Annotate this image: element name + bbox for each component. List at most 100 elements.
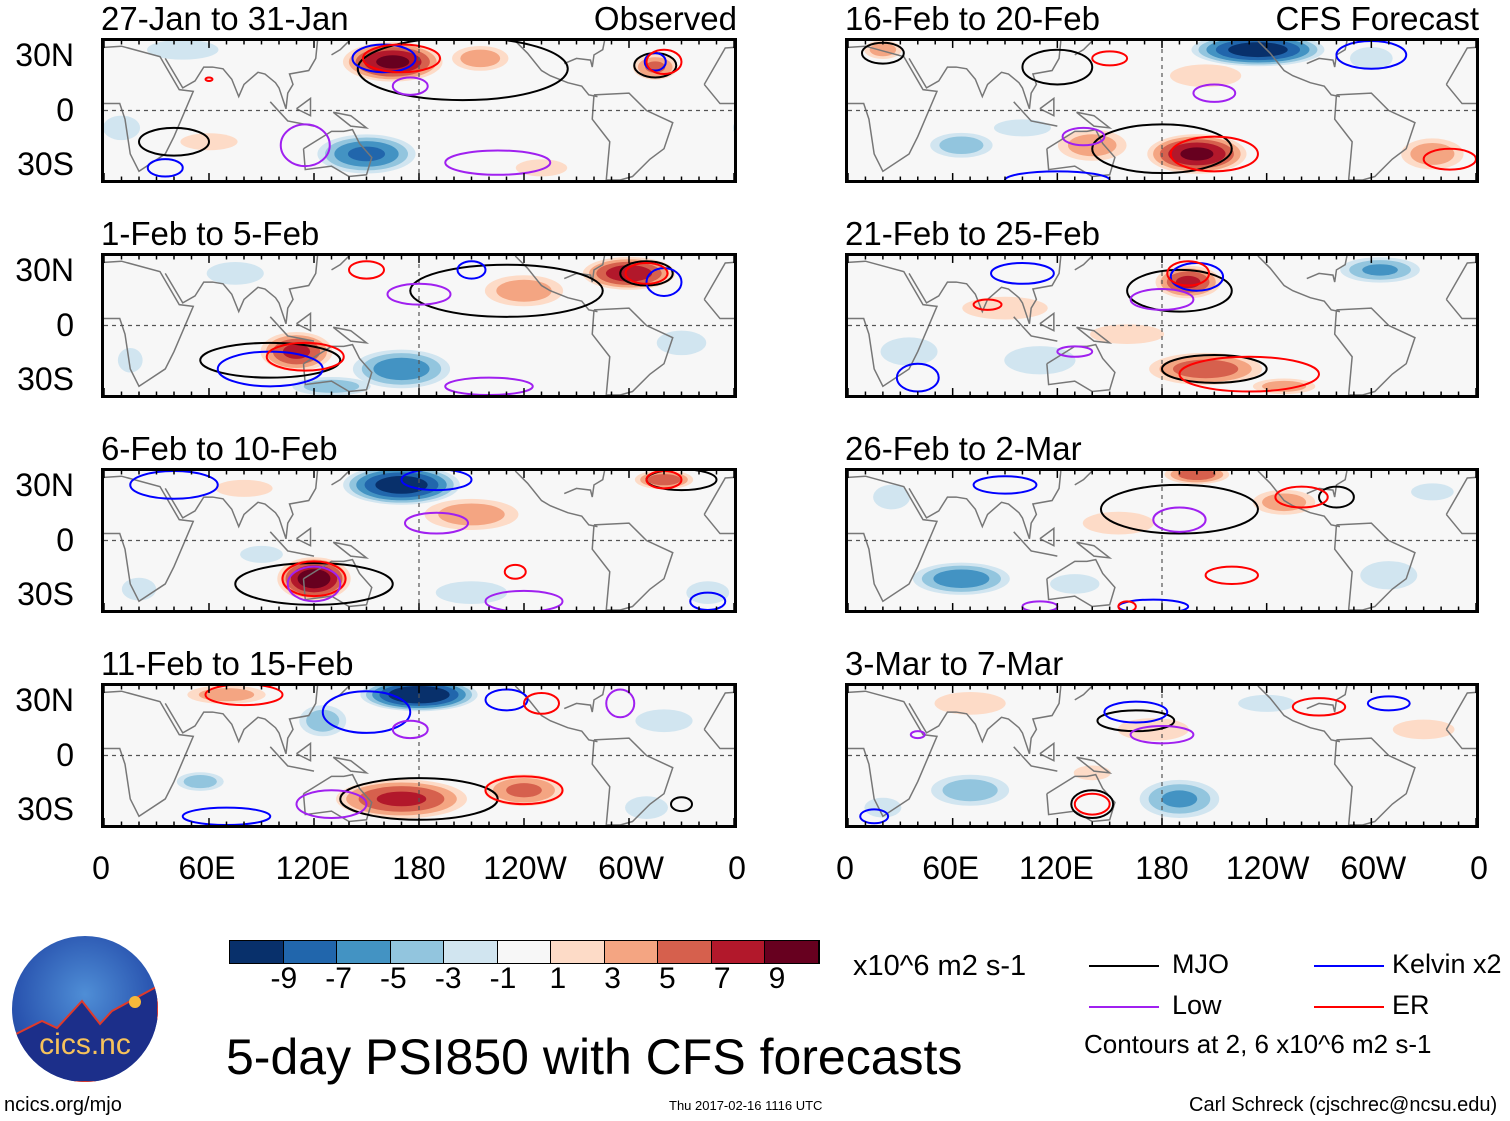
- contour-er: [626, 263, 668, 284]
- map-panel: [101, 38, 737, 183]
- contour-kelvin: [1005, 171, 1110, 180]
- coastline: [1307, 256, 1347, 282]
- panel-title: 11-Feb to 15-Feb: [101, 645, 354, 682]
- colorbar-tick-label: 7: [713, 962, 731, 995]
- anomaly-field: [880, 257, 1420, 395]
- anomaly-shade: [104, 115, 141, 141]
- lon-label: 0: [728, 850, 746, 886]
- anomaly-shade: [460, 49, 501, 68]
- map-panel: [845, 38, 1479, 183]
- lat-label: 0: [56, 91, 74, 128]
- anomaly-shade: [1392, 719, 1455, 740]
- anomaly-shade: [375, 476, 428, 494]
- panel-title: 21-Feb to 25-Feb: [845, 215, 1100, 252]
- coastline: [1075, 256, 1094, 270]
- colorbar-tick-label: -7: [325, 962, 352, 995]
- coastline: [332, 471, 351, 485]
- anomaly-shade: [635, 709, 693, 733]
- anomaly-shade: [1238, 694, 1296, 712]
- colorbar-swatch: [658, 941, 712, 963]
- contour-low: [606, 689, 634, 717]
- anomaly-shade: [376, 55, 410, 69]
- coastline: [333, 757, 366, 773]
- contour-kelvin: [1368, 696, 1410, 710]
- contour-kelvin: [183, 808, 271, 825]
- coastline: [515, 471, 597, 527]
- logo-mountains-icon: [12, 984, 158, 1082]
- lat-label: 30N: [15, 682, 74, 719]
- coastline: [909, 686, 1061, 754]
- map-plot: [848, 471, 1476, 610]
- anomaly-shade: [1360, 561, 1418, 590]
- anomaly-shade: [215, 479, 273, 497]
- legend-er-label: ER: [1392, 990, 1430, 1020]
- contour-kelvin: [486, 689, 528, 710]
- coastline: [1075, 686, 1094, 700]
- lon-label: 0: [92, 850, 110, 886]
- contour-er: [1075, 794, 1110, 815]
- contour-mjo: [1101, 485, 1258, 534]
- contour-er: [647, 50, 682, 74]
- coastline: [564, 686, 604, 712]
- contour-low: [405, 513, 468, 534]
- contour-er: [1118, 601, 1135, 610]
- coastline: [704, 46, 734, 171]
- map-panel: [845, 253, 1479, 398]
- coastline: [1077, 327, 1110, 343]
- footer-timestamp: Thu 2017-02-16 1116 UTC: [669, 1098, 823, 1113]
- coastline: [1014, 317, 1058, 341]
- colorbar-tick-label: -1: [489, 962, 517, 995]
- anomaly-shade: [873, 484, 911, 510]
- anomaly-shade: [1178, 471, 1216, 481]
- contour-low: [445, 150, 550, 174]
- coastline: [592, 738, 673, 825]
- coastline: [333, 327, 366, 343]
- lon-label: 180: [1135, 850, 1189, 886]
- colorbar-tick-label: 1: [549, 962, 567, 995]
- coastline: [165, 471, 317, 539]
- coastline: [332, 41, 351, 55]
- contour-mjo: [1071, 790, 1113, 818]
- contour-er: [349, 261, 384, 278]
- contour-kelvin: [974, 476, 1037, 493]
- contour-er: [1206, 567, 1258, 584]
- coastlines: [104, 686, 734, 825]
- anomaly-shade: [993, 119, 1051, 137]
- coastline: [333, 542, 366, 558]
- coastline: [848, 691, 937, 816]
- anomaly-field: [176, 686, 693, 819]
- anomaly-shade: [942, 779, 998, 802]
- anomaly-shade: [121, 577, 157, 601]
- contour-low: [1131, 726, 1194, 743]
- panel-title: 1-Feb to 5-Feb: [101, 215, 320, 252]
- coastline: [564, 471, 604, 497]
- contour-low: [1193, 84, 1235, 101]
- lon-label: 120W: [1225, 850, 1310, 886]
- contour-mjo: [410, 265, 603, 317]
- contour-er: [206, 686, 283, 705]
- contour-er: [267, 343, 344, 371]
- coastline: [297, 313, 311, 330]
- lat-label: 30S: [17, 575, 74, 612]
- colorbar-swatch: [390, 941, 444, 963]
- anomaly-shade: [1050, 574, 1100, 594]
- lon-label: 120W: [483, 850, 567, 886]
- anomaly-shade: [864, 797, 902, 818]
- coastline: [104, 691, 193, 816]
- coastline: [1258, 471, 1340, 527]
- anomaly-shade: [1180, 147, 1214, 161]
- coastline: [333, 112, 366, 128]
- anomaly-shade: [306, 709, 340, 732]
- contour-kelvin: [1336, 41, 1406, 69]
- coastlines: [848, 686, 1476, 825]
- anomaly-shade: [647, 474, 681, 486]
- coastline: [1307, 686, 1347, 712]
- contour-mjo: [1022, 50, 1092, 85]
- coastline: [848, 261, 937, 386]
- footer-url[interactable]: ncics.org/mjo: [4, 1094, 122, 1116]
- contour-er: [206, 77, 213, 80]
- contour-er: [1275, 487, 1327, 508]
- contour-low: [393, 77, 428, 94]
- map-plot: [104, 256, 734, 395]
